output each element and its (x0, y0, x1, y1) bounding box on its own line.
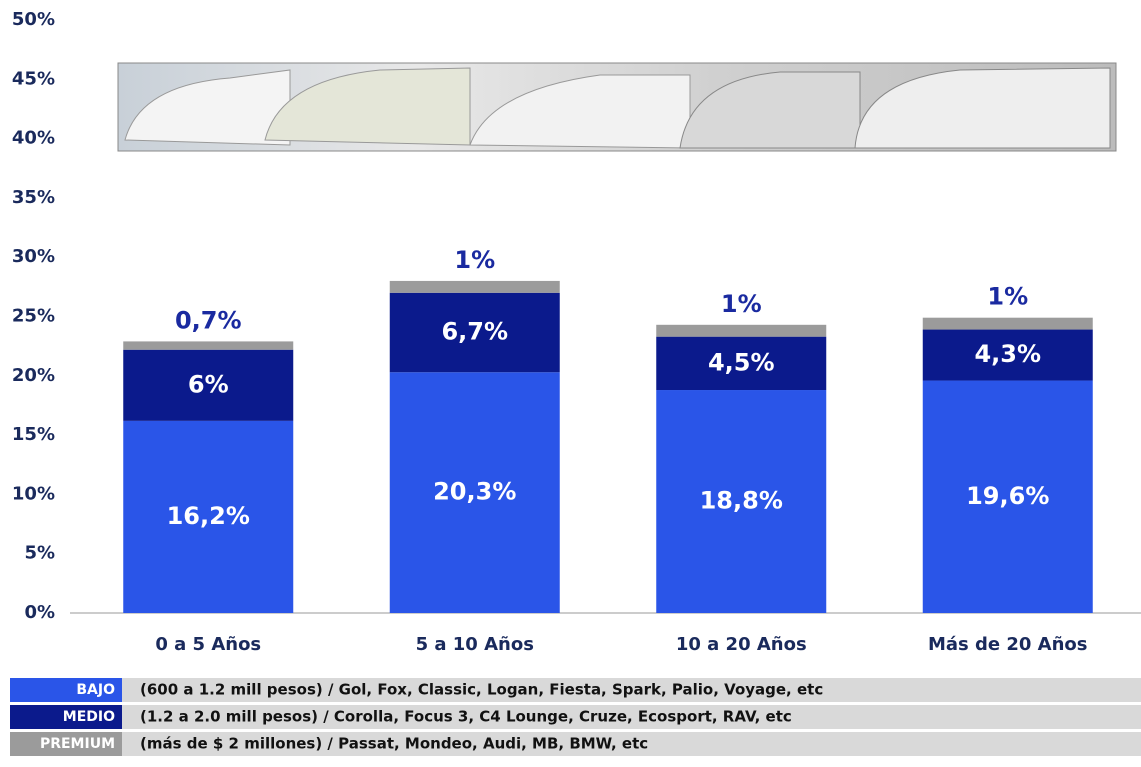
legend-description: (más de $ 2 millones) / Passat, Mondeo, … (140, 735, 648, 753)
y-tick-label: 0% (24, 602, 55, 623)
x-tick-label: 0 a 5 Años (155, 634, 261, 655)
value-label: 1% (987, 283, 1028, 311)
value-label: 6,7% (441, 318, 508, 346)
x-tick-label: 10 a 20 Años (676, 634, 807, 655)
bar-segment (390, 281, 560, 293)
legend-description: (600 a 1.2 mill pesos) / Gol, Fox, Class… (140, 681, 823, 699)
y-tick-label: 45% (12, 68, 55, 89)
value-label: 4,3% (974, 340, 1041, 368)
bar-segment (656, 325, 826, 337)
x-tick-label: 5 a 10 Años (416, 634, 534, 655)
value-label: 1% (721, 290, 762, 318)
bar-segment (923, 318, 1093, 330)
y-tick-label: 15% (12, 424, 55, 445)
y-tick-label: 50% (12, 9, 55, 30)
legend-label: MEDIO (63, 709, 115, 725)
y-tick-label: 35% (12, 187, 55, 208)
y-tick-label: 25% (12, 306, 55, 327)
value-label: 1% (454, 246, 495, 274)
value-label: 18,8% (700, 487, 783, 515)
legend-description: (1.2 a 2.0 mill pesos) / Corolla, Focus … (140, 708, 792, 726)
legend-label: BAJO (76, 682, 115, 698)
x-tick-label: Más de 20 Años (928, 634, 1088, 655)
y-tick-label: 20% (12, 365, 55, 386)
value-label: 4,5% (708, 348, 775, 376)
y-tick-label: 5% (24, 543, 55, 564)
legend-label: PREMIUM (40, 736, 115, 752)
value-label: 16,2% (167, 502, 250, 530)
value-label: 20,3% (433, 478, 516, 506)
chart: 0% 5% 10% 15% 20% 25% 30% 35% 40% 45% 50% 0 a 5 Año… (0, 0, 1141, 767)
y-tick-label: 30% (12, 246, 55, 267)
value-label: 6% (188, 370, 229, 398)
car-photo (118, 63, 1116, 151)
value-label: 0,7% (175, 306, 242, 334)
value-label: 19,6% (966, 482, 1049, 510)
y-tick-label: 40% (12, 128, 55, 149)
bar-segment (123, 341, 293, 349)
y-tick-label: 10% (12, 483, 55, 504)
